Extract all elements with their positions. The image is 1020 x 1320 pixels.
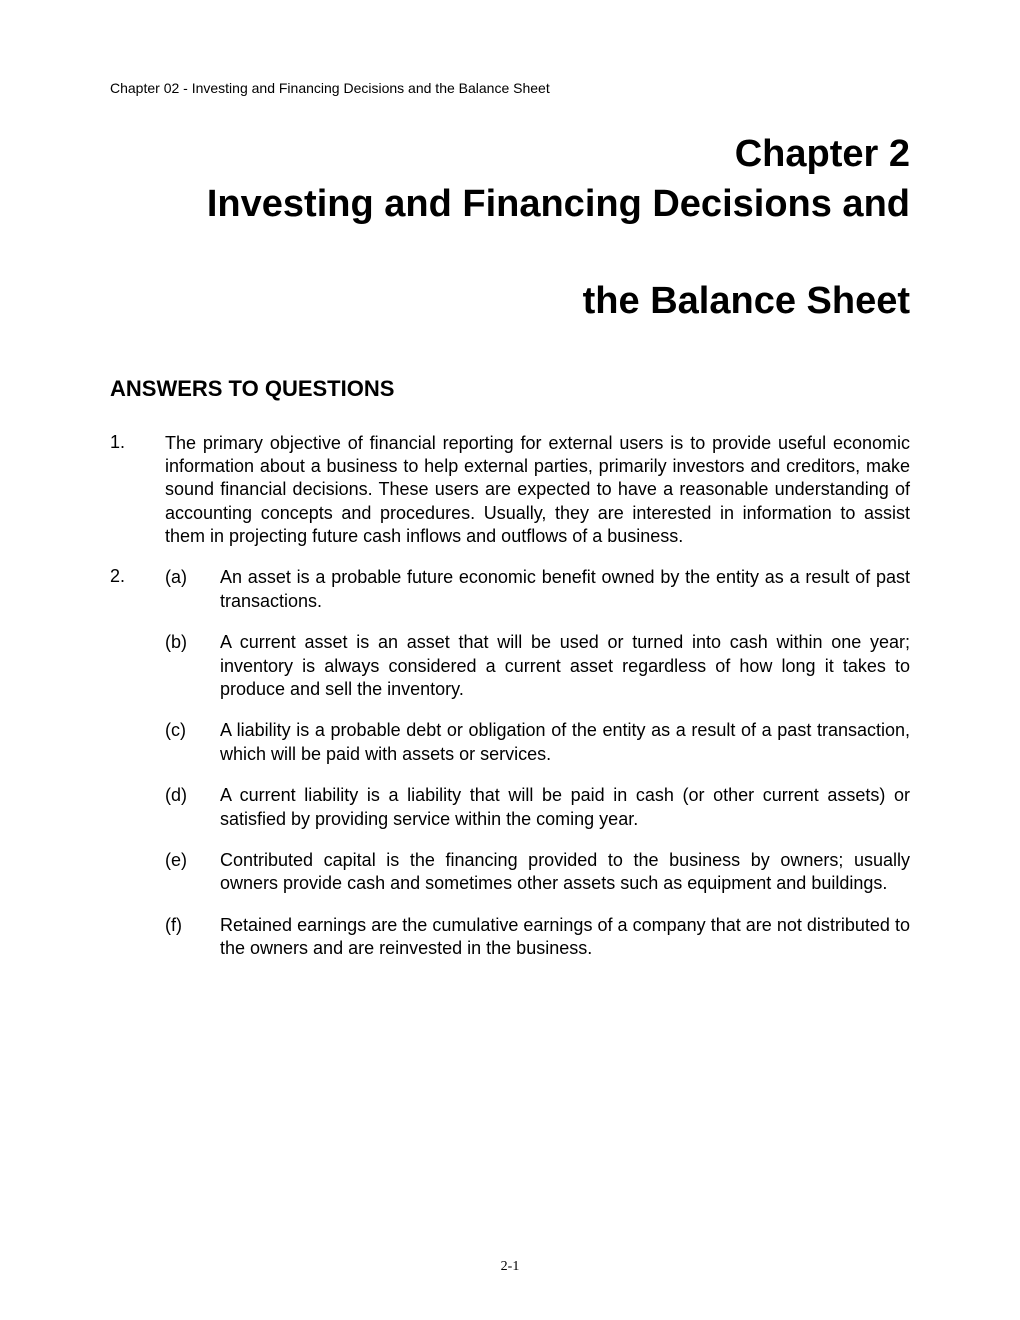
page-number: 2-1 — [0, 1259, 1020, 1275]
sub-content-e: Contributed capital is the financing pro… — [220, 849, 910, 896]
question-2-content: (a) An asset is a probable future econom… — [165, 566, 910, 978]
question-1-number: 1. — [110, 432, 165, 549]
sub-item-a: (a) An asset is a probable future econom… — [165, 566, 910, 613]
sub-item-e: (e) Contributed capital is the financing… — [165, 849, 910, 896]
question-2-number: 2. — [110, 566, 165, 978]
sub-content-c: A liability is a probable debt or obliga… — [220, 719, 910, 766]
page-header: Chapter 02 - Investing and Financing Dec… — [110, 80, 910, 96]
question-2: 2. (a) An asset is a probable future eco… — [110, 566, 910, 978]
sub-item-f: (f) Retained earnings are the cumulative… — [165, 914, 910, 961]
sub-item-c: (c) A liability is a probable debt or ob… — [165, 719, 910, 766]
sub-content-a: An asset is a probable future economic b… — [220, 566, 910, 613]
section-heading: ANSWERS TO QUESTIONS — [110, 376, 910, 402]
chapter-title-line3: the Balance Sheet — [110, 278, 910, 326]
question-1-text: The primary objective of financial repor… — [165, 432, 910, 549]
sub-content-f: Retained earnings are the cumulative ear… — [220, 914, 910, 961]
chapter-title-line2: Investing and Financing Decisions and — [110, 181, 910, 229]
sub-content-d: A current liability is a liability that … — [220, 784, 910, 831]
sub-letter-d: (d) — [165, 784, 220, 831]
sub-letter-f: (f) — [165, 914, 220, 961]
question-1: 1. The primary objective of financial re… — [110, 432, 910, 549]
sub-letter-e: (e) — [165, 849, 220, 896]
chapter-number: Chapter 2 — [110, 131, 910, 179]
sub-content-b: A current asset is an asset that will be… — [220, 631, 910, 701]
sub-letter-c: (c) — [165, 719, 220, 766]
sub-item-b: (b) A current asset is an asset that wil… — [165, 631, 910, 701]
sub-letter-b: (b) — [165, 631, 220, 701]
sub-letter-a: (a) — [165, 566, 220, 613]
sub-item-d: (d) A current liability is a liability t… — [165, 784, 910, 831]
